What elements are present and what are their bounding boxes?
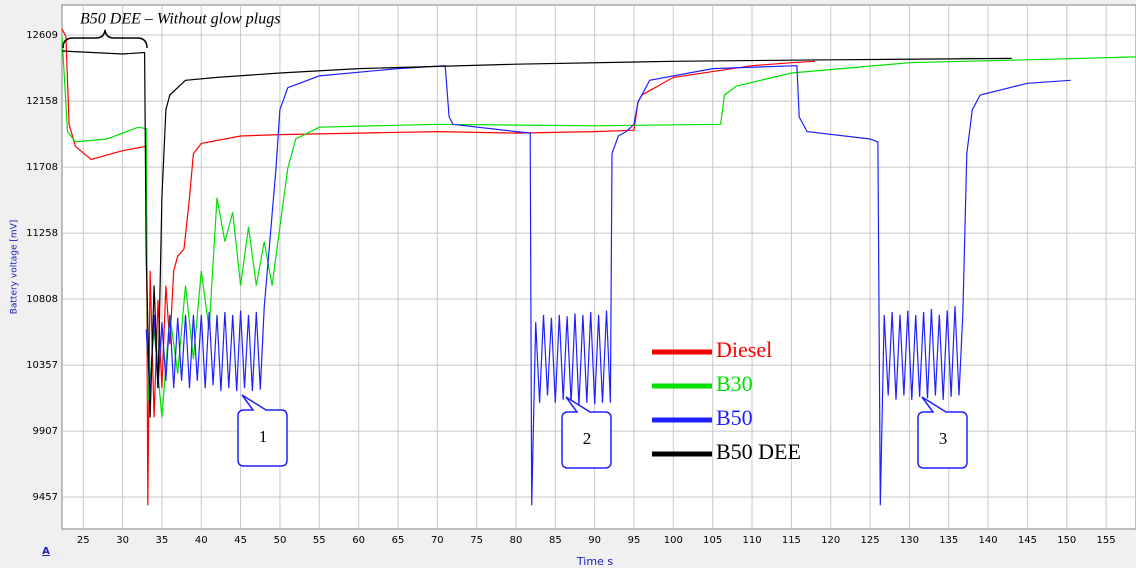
legend-label: B50 DEE: [716, 439, 801, 464]
callout-box: [561, 396, 612, 469]
x-tick-label: 145: [1018, 535, 1037, 546]
y-tick-label: 12609: [26, 30, 58, 41]
y-axis-label: Battery voltage [mV]: [10, 220, 20, 315]
x-tick-label: 95: [628, 535, 641, 546]
x-tick-label: 40: [195, 535, 208, 546]
brace: [62, 29, 148, 49]
x-tick-label: 140: [979, 535, 998, 546]
x-tick-label: 30: [116, 535, 129, 546]
legend-label: B30: [716, 371, 753, 396]
callout-label: 3: [939, 429, 948, 448]
y-tick-label: 12158: [26, 96, 58, 107]
annotation: B50 DEE – Without glow plugs: [80, 11, 280, 28]
series-line: [61, 50, 1012, 418]
callout-label: 2: [583, 429, 592, 448]
x-tick-label: 60: [352, 535, 365, 546]
callout-box: [237, 394, 288, 467]
x-tick-label: 55: [313, 535, 326, 546]
x-tick-label: 155: [1097, 535, 1116, 546]
y-tick-label: 9907: [33, 426, 58, 437]
legend-label: Diesel: [716, 337, 772, 362]
y-tick-label: 11708: [26, 162, 58, 173]
x-tick-label: 120: [821, 535, 840, 546]
x-tick-label: 75: [470, 535, 483, 546]
y-tick-label: 9457: [33, 492, 58, 503]
series-line: [145, 65, 1071, 506]
x-tick-label: 85: [549, 535, 562, 546]
legend-label: B50: [716, 405, 753, 430]
x-tick-label: 35: [156, 535, 169, 546]
x-tick-label: 115: [782, 535, 801, 546]
x-tick-label: 25: [77, 535, 90, 546]
x-tick-label: 150: [1057, 535, 1076, 546]
x-tick-label: 70: [431, 535, 444, 546]
callout-label: 1: [259, 427, 268, 446]
y-tick-label: 10808: [26, 294, 58, 305]
x-tick-label: 80: [510, 535, 523, 546]
x-tick-label: 110: [742, 535, 761, 546]
x-tick-label: 50: [274, 535, 287, 546]
x-tick-label: 130: [900, 535, 919, 546]
x-tick-label: 100: [664, 535, 683, 546]
x-tick-label: 125: [861, 535, 880, 546]
x-tick-label: 45: [234, 535, 247, 546]
corner-label[interactable]: A: [42, 546, 50, 557]
y-tick-label: 10357: [26, 360, 58, 371]
y-tick-label: 11258: [26, 228, 58, 239]
x-tick-label: 105: [703, 535, 722, 546]
callout-box: [917, 396, 968, 469]
x-tick-label: 90: [588, 535, 601, 546]
x-tick-label: 65: [392, 535, 405, 546]
x-axis-label: Time s: [576, 555, 613, 568]
x-tick-label: 135: [939, 535, 958, 546]
